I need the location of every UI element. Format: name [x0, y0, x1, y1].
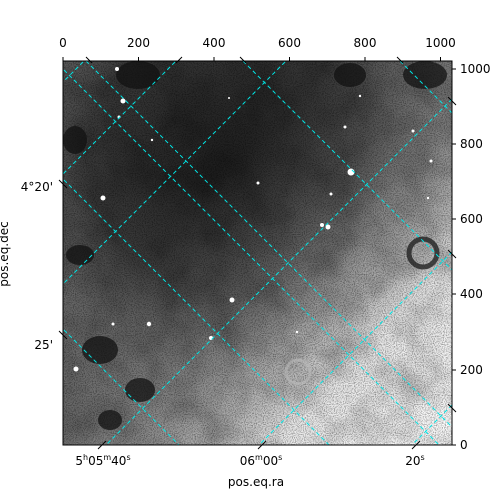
top-tick-label: 200: [127, 36, 150, 50]
ra-tick-part: s: [421, 453, 425, 462]
ra-tick-part: h: [83, 453, 88, 462]
ra-tick-part: m: [103, 453, 111, 462]
top-pixel-axis: 0 200 400 600 800 1000: [59, 36, 456, 50]
ra-tick-label: 5h05m40s: [75, 453, 130, 468]
right-tick-label: 600: [460, 212, 483, 226]
dec-tick-label: 25': [34, 338, 53, 352]
frame-ticks: [58, 56, 457, 450]
right-tick-label: 1000: [460, 62, 491, 76]
dec-tick-label: 4°20': [21, 180, 53, 194]
ra-tick-label: 06m00s: [240, 453, 283, 468]
right-tick-label: 200: [460, 363, 483, 377]
stars: [73, 67, 433, 372]
top-tick-label: 600: [278, 36, 301, 50]
image-area: [63, 61, 452, 445]
ra-tick-part: 40: [111, 454, 126, 468]
top-tick-label: 400: [203, 36, 226, 50]
right-tick-label: 800: [460, 137, 483, 151]
dec-axis: 4°20' 25': [21, 180, 53, 352]
y-axis-title: pos.eq.dec: [0, 221, 11, 286]
noise-texture: [63, 61, 452, 445]
plot-frame: [62, 60, 453, 446]
ra-axis: 5h05m40s 06m00s 20s: [75, 453, 424, 468]
top-tick-label: 0: [59, 36, 67, 50]
ra-tick-part: 06: [240, 454, 255, 468]
coordinate-grid: [63, 61, 452, 445]
ra-tick-part: m: [255, 453, 263, 462]
top-tick-label: 800: [354, 36, 377, 50]
ra-tick-part: 00: [263, 454, 278, 468]
right-tick-label: 400: [460, 287, 483, 301]
top-tick-label: 1000: [425, 36, 456, 50]
ra-tick-part: 05: [88, 454, 103, 468]
ra-tick-part: s: [278, 453, 282, 462]
right-tick-label: 0: [460, 438, 468, 452]
ra-tick-part: s: [126, 453, 130, 462]
ra-tick-part: 20: [405, 454, 420, 468]
ra-tick-label: 20s: [405, 453, 424, 468]
x-axis-title: pos.eq.ra: [228, 475, 284, 489]
ra-tick-part: 5: [75, 454, 83, 468]
right-pixel-axis: 0 200 400 600 800 1000: [460, 62, 491, 452]
dark-clumps: [63, 61, 447, 430]
ring-feature: [284, 236, 440, 386]
